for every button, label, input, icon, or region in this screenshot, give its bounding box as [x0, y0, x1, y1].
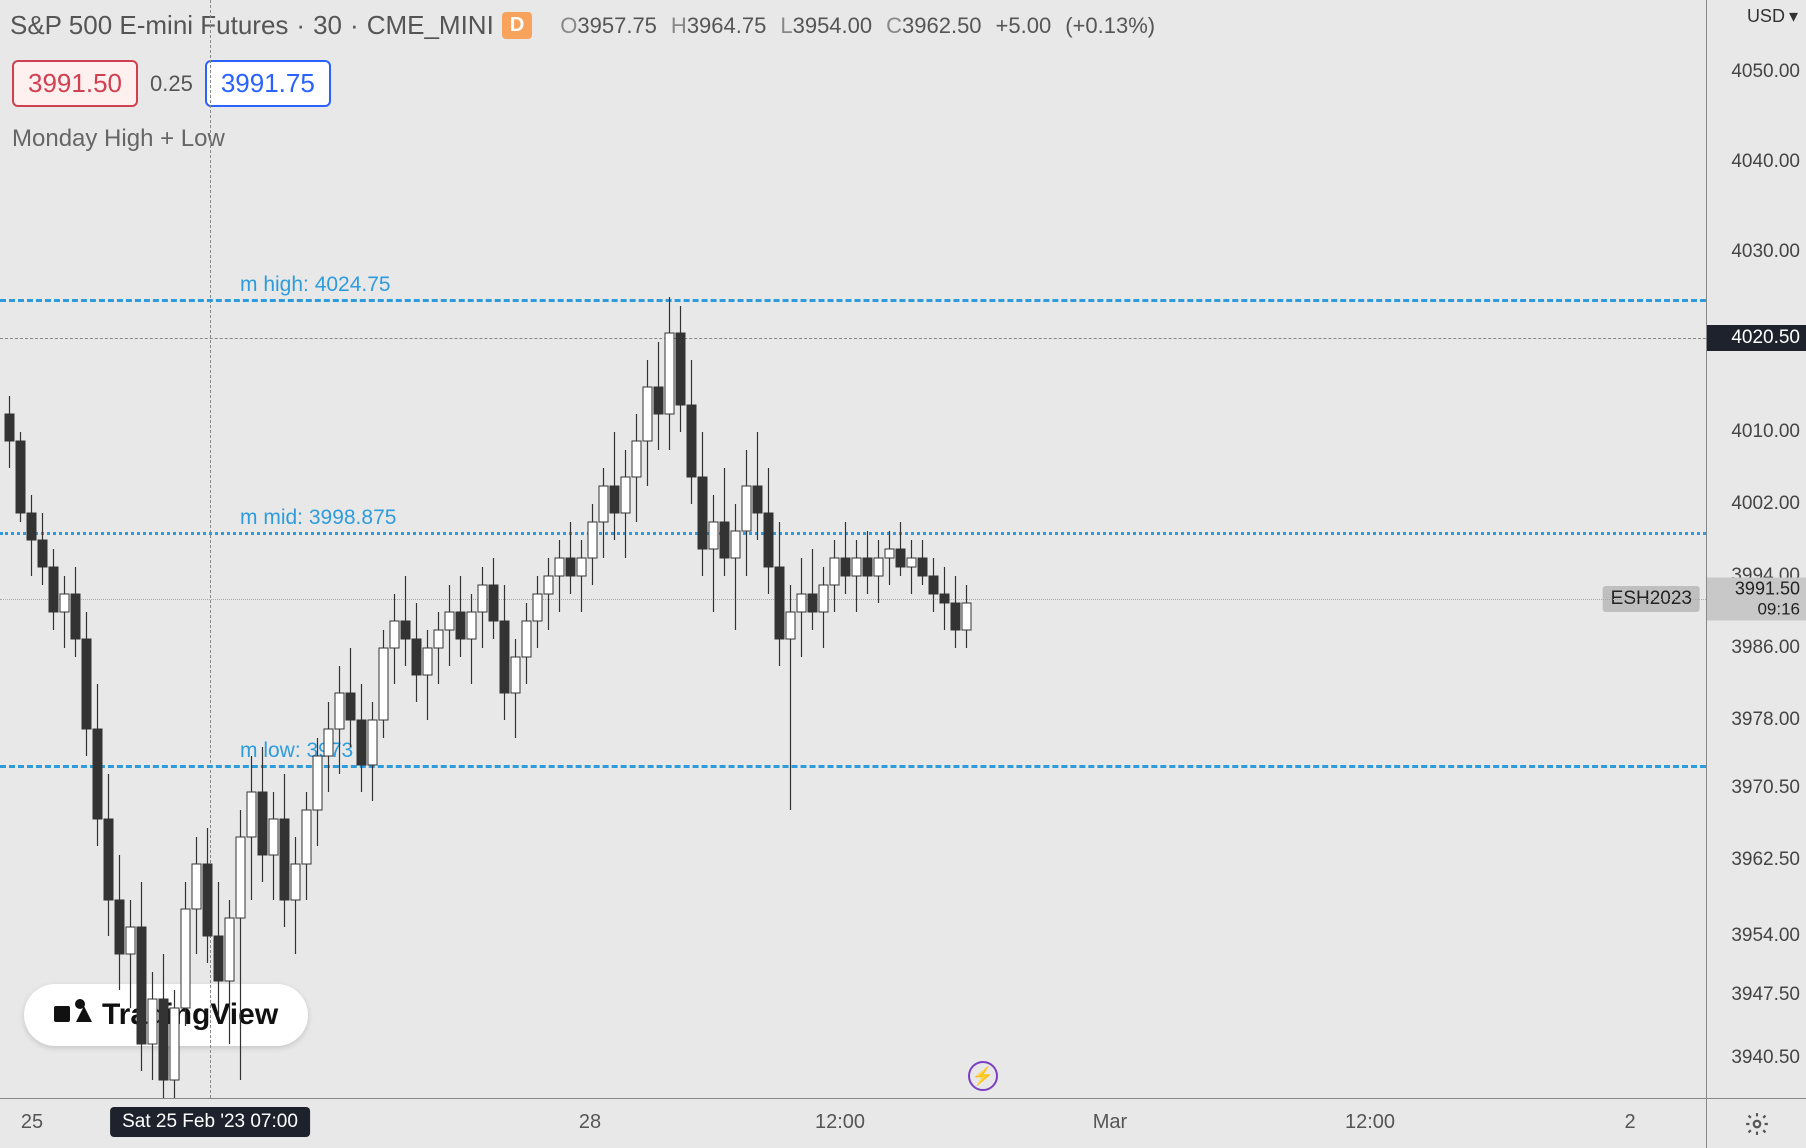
x-tick: 12:00 [1345, 1111, 1395, 1134]
x-tick: 2 [1624, 1111, 1635, 1134]
chevron-down-icon: ▾ [1789, 6, 1798, 27]
currency-selector[interactable]: USD ▾ [1747, 6, 1798, 27]
y-tick: 4030.00 [1731, 241, 1800, 263]
gear-icon [1744, 1111, 1770, 1137]
candlestick-series [0, 0, 1706, 1098]
y-tick: 3954.00 [1731, 925, 1800, 947]
y-tick: 3978.00 [1731, 709, 1800, 731]
y-tick: 4040.00 [1731, 151, 1800, 173]
chart-area[interactable]: S&P 500 E-mini Futures · 30 · CME_MINI D… [0, 0, 1706, 1098]
time-axis[interactable]: 25 28 12:00 Mar 12:00 2 Sat 25 Feb '23 07:00 [0, 1098, 1706, 1148]
y-tick: 3962.50 [1731, 849, 1800, 871]
y-tick: 4002.00 [1731, 493, 1800, 515]
price-axis[interactable]: USD ▾ 4050.00 4040.00 4030.00 4010.00 4002.0… [1706, 0, 1806, 1098]
crosshair-price-label: 4020.50 [1707, 325, 1806, 351]
axis-settings[interactable] [1706, 1098, 1806, 1148]
y-tick: 3947.50 [1731, 984, 1800, 1006]
y-tick: 4050.00 [1731, 61, 1800, 83]
crosshair-time-label: Sat 25 Feb '23 07:00 [110, 1107, 310, 1137]
x-tick: 28 [579, 1111, 601, 1134]
y-tick: 4010.00 [1731, 421, 1800, 443]
x-tick: 25 [21, 1111, 43, 1134]
last-price-label: 3991.5009:16 [1707, 577, 1806, 620]
y-tick: 3940.50 [1731, 1047, 1800, 1069]
y-tick: 3986.00 [1731, 637, 1800, 659]
y-tick: 3970.50 [1731, 777, 1800, 799]
x-tick: Mar [1093, 1111, 1127, 1134]
x-tick: 12:00 [815, 1111, 865, 1134]
